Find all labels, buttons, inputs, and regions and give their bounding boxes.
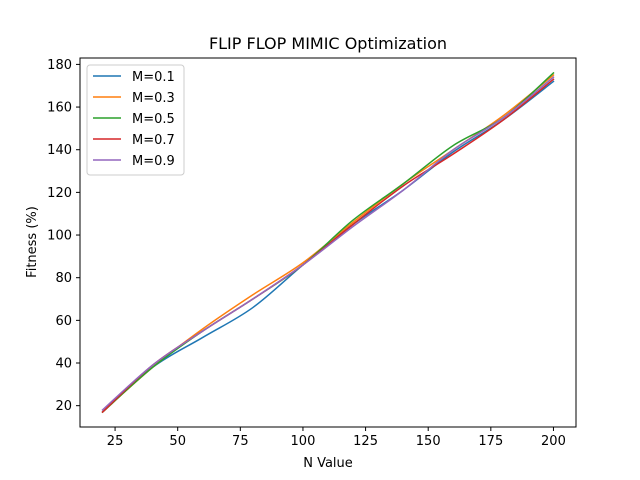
x-tick-label: 75 xyxy=(232,434,249,449)
x-tick-label: 25 xyxy=(107,434,124,449)
x-axis-ticks: 25 50 75 100 125 150 175 200 xyxy=(107,427,566,449)
y-tick-label: 120 xyxy=(47,186,72,201)
x-tick-label: 150 xyxy=(416,434,441,449)
axes-frame xyxy=(79,57,577,428)
y-tick-label: 20 xyxy=(55,399,72,414)
legend-label: M=0.9 xyxy=(132,154,175,169)
y-tick-label: 160 xyxy=(47,101,72,116)
legend-label: M=0.7 xyxy=(132,133,175,148)
legend-label: M=0.1 xyxy=(132,70,175,85)
x-tick-label: 125 xyxy=(353,434,378,449)
x-axis-label: N Value xyxy=(303,456,353,471)
y-tick-label: 100 xyxy=(47,229,72,244)
y-axis-ticks: 20 40 60 80 100 120 140 160 180 xyxy=(47,58,80,414)
legend-box xyxy=(86,64,185,176)
y-tick-label: 140 xyxy=(47,143,72,158)
y-tick-label: 40 xyxy=(55,357,72,372)
y-tick-label: 80 xyxy=(55,271,72,286)
y-tick-label: 60 xyxy=(55,314,72,329)
x-tick-label: 100 xyxy=(291,434,316,449)
x-tick-label: 200 xyxy=(541,434,566,449)
legend: M=0.1 M=0.3 M=0.5 M=0.7 M=0.9 xyxy=(86,64,185,176)
legend-label: M=0.3 xyxy=(132,91,175,106)
x-tick-label: 50 xyxy=(169,434,186,449)
plot-area xyxy=(101,71,555,414)
series-line-m-0-9 xyxy=(101,76,555,411)
y-axis-label: Fitness (%) xyxy=(25,206,40,278)
y-tick-label: 180 xyxy=(47,58,72,73)
x-tick-label: 175 xyxy=(478,434,503,449)
legend-label: M=0.5 xyxy=(132,112,175,127)
chart-title: FLIP FLOP MIMIC Optimization xyxy=(209,34,447,53)
series-line-m-0-5 xyxy=(101,71,555,414)
